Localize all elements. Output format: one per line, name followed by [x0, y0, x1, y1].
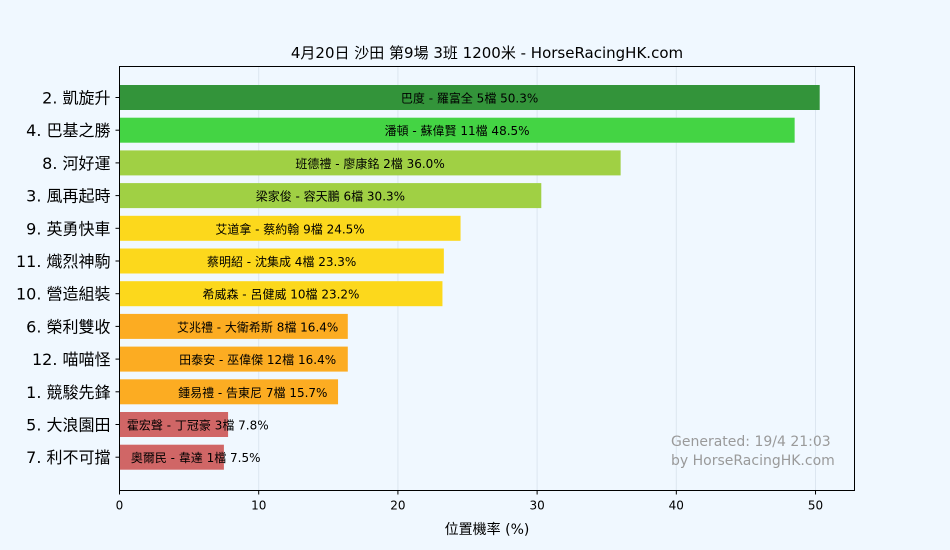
- bar-label: 希威森 - 呂健威 10檔 23.2%: [202, 287, 359, 302]
- category-label: 7. 利不可擋: [26, 448, 110, 467]
- category-label: 2. 凱旋升: [42, 89, 110, 108]
- category-label: 8. 河好運: [42, 154, 110, 173]
- category-label: 11. 熾烈神駒: [16, 252, 111, 271]
- bar: [119, 313, 348, 339]
- bar: [119, 444, 224, 470]
- x-tick-label: 40: [669, 499, 684, 513]
- plot-frame: [119, 66, 855, 491]
- bar: [119, 281, 443, 307]
- x-tick-label: 0: [116, 499, 124, 513]
- bar-label: 巴度 - 羅富全 5檔 50.3%: [401, 91, 538, 106]
- bar-label: 班德禮 - 廖康銘 2檔 36.0%: [295, 156, 444, 171]
- bar-label: 艾兆禮 - 大衛希斯 8檔 16.4%: [177, 319, 338, 334]
- bar: [119, 248, 444, 274]
- category-label: 3. 風再起時: [26, 187, 110, 206]
- category-label: 6. 榮利雙收: [26, 317, 110, 336]
- bar: [119, 412, 229, 437]
- bar-label: 霍宏聲 - 丁冠豪 3檔 7.8%: [127, 418, 269, 433]
- category-label: 9. 英勇快車: [26, 219, 110, 238]
- bar: [119, 117, 795, 143]
- category-labels: 2. 凱旋升 4. 巴基之勝 8. 河好運 3. 風再起時 9. 英勇快車 11. 熾烈神…: [16, 89, 120, 467]
- x-tick-label: 30: [529, 499, 544, 513]
- bar-label: 鍾易禮 - 告東尼 7檔 15.7%: [178, 386, 327, 400]
- bars-group: 巴度 - 羅富全 5檔 50.3% 潘頓 - 蘇偉賢 11檔 48.5% 班德禮 -…: [119, 85, 820, 470]
- watermark-site: by HorseRacingHK.com: [671, 453, 835, 469]
- bar-label: 田泰安 - 巫偉傑 12檔 16.4%: [179, 352, 336, 367]
- bar: [119, 150, 621, 176]
- x-tick-label: 20: [390, 499, 405, 513]
- bar-label: 潘頓 - 蘇偉賢 11檔 48.5%: [385, 124, 530, 138]
- bar-label: 奧爾民 - 韋達 1檔 7.5%: [131, 451, 261, 465]
- bar-label: 梁家俊 - 容天鵬 6檔 30.3%: [256, 189, 405, 204]
- bar: [119, 346, 348, 372]
- category-label: 4. 巴基之勝: [26, 121, 110, 140]
- bar: [119, 379, 339, 405]
- category-label: 10. 營造組裝: [16, 285, 111, 304]
- bar: [119, 85, 820, 110]
- bar: [119, 183, 542, 209]
- x-tick-label: 50: [808, 499, 823, 513]
- watermark-generated: Generated: 19/4 21:03: [671, 434, 831, 450]
- category-label: 1. 競駿先鋒: [26, 383, 110, 402]
- category-label: 5. 大浪園田: [26, 416, 110, 435]
- x-axis-label: 位置機率 (%): [445, 521, 530, 538]
- x-axis-ticks: 0 10 20 30 40 50: [116, 490, 823, 513]
- chart-title: 4月20日 沙田 第9場 3班 1200米 - HorseRacingHK.co…: [291, 44, 683, 62]
- category-label: 12. 喵喵怪: [32, 350, 111, 369]
- bar-label: 蔡明紹 - 沈集成 4檔 23.3%: [207, 254, 356, 269]
- bar-label: 艾道拿 - 蔡約翰 9檔 24.5%: [215, 221, 364, 236]
- x-tick-label: 10: [251, 499, 266, 513]
- bar: [119, 215, 461, 241]
